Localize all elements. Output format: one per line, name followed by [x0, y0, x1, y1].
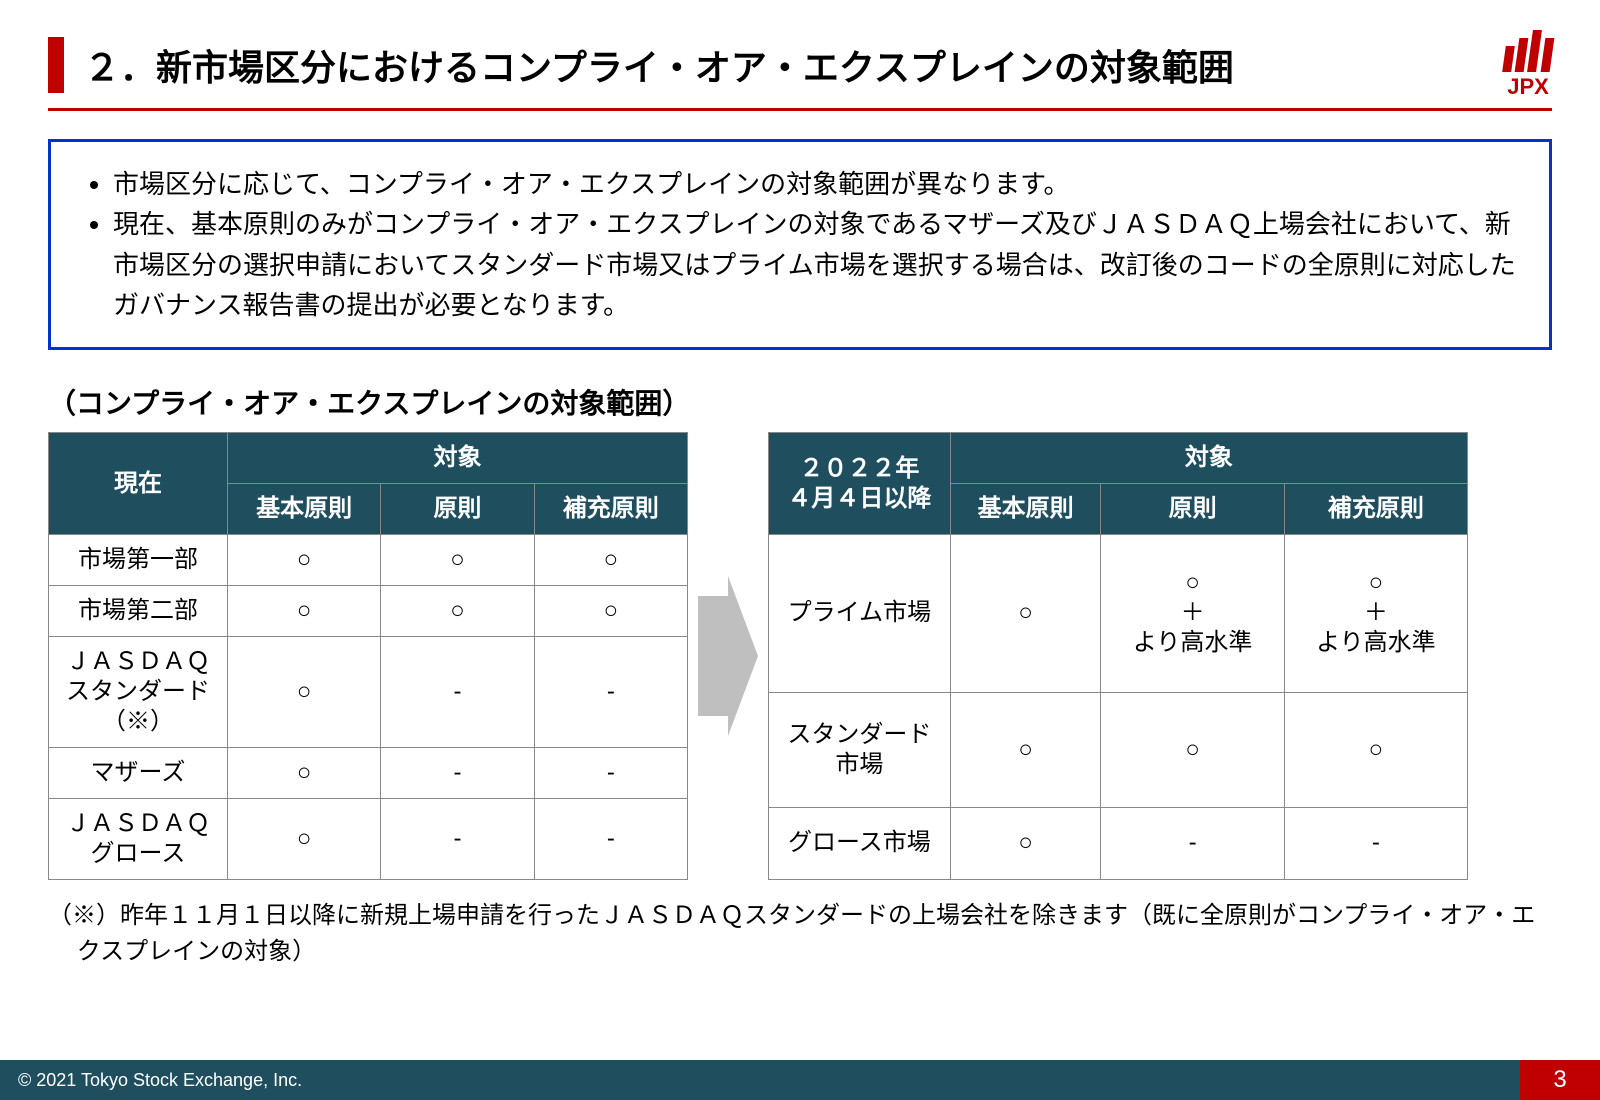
jpx-logo-bars-icon — [1504, 30, 1552, 72]
subheading: （コンプライ・オア・エクスプレインの対象範囲） — [48, 382, 1552, 422]
th-c2: 基本原則 — [950, 484, 1101, 535]
table-row: ＪＡＳＤＡＱ グロース○-- — [49, 799, 688, 880]
table-current: 現在 対象 基本原則 原則 補充原則 市場第一部○○○ 市場第二部○○○ ＪＡＳ… — [48, 432, 688, 880]
callout-box: 市場区分に応じて、コンプライ・オア・エクスプレインの対象範囲が異なります。 現在… — [48, 139, 1552, 350]
arrow-icon — [698, 432, 758, 880]
jpx-logo: JPX — [1504, 30, 1552, 100]
footnote: （※）昨年１１月１日以降に新規上場申請を行ったＪＡＳＤＡＱスタンダードの上場会社… — [48, 898, 1552, 970]
jpx-logo-text: JPX — [1507, 74, 1549, 100]
header-underline — [48, 108, 1552, 111]
table-future: ２０２２年 ４月４日以降 対象 基本原則 原則 補充原則 プライム市場○○ ＋ … — [768, 432, 1468, 880]
th-group: 対象 — [950, 433, 1467, 484]
th-col1: 現在 — [49, 433, 228, 535]
callout-bullet: 市場区分に応じて、コンプライ・オア・エクスプレインの対象範囲が異なります。 — [113, 164, 1519, 204]
table-row: 市場第二部○○○ — [49, 586, 688, 637]
header-row: ２．新市場区分におけるコンプライ・オア・エクスプレインの対象範囲 JPX — [48, 30, 1552, 100]
th-c3: 原則 — [381, 484, 534, 535]
table-row: スタンダード 市場○○○ — [769, 692, 1468, 807]
table-row: 市場第一部○○○ — [49, 535, 688, 586]
table-row: ＪＡＳＤＡＱ スタンダード （※）○-- — [49, 637, 688, 748]
th-c3: 原則 — [1101, 484, 1284, 535]
footer-copyright: © 2021 Tokyo Stock Exchange, Inc. — [0, 1060, 1520, 1100]
th-c2: 基本原則 — [227, 484, 380, 535]
tables-row: 現在 対象 基本原則 原則 補充原則 市場第一部○○○ 市場第二部○○○ ＪＡＳ… — [48, 432, 1552, 880]
table-row: マザーズ○-- — [49, 748, 688, 799]
page-title: ２．新市場区分におけるコンプライ・オア・エクスプレインの対象範囲 — [84, 39, 1504, 91]
th-group: 対象 — [227, 433, 687, 484]
callout-bullet: 現在、基本原則のみがコンプライ・オア・エクスプレインの対象であるマザーズ及びＪＡ… — [113, 204, 1519, 325]
page-number: 3 — [1520, 1060, 1600, 1100]
th-c4: 補充原則 — [1284, 484, 1467, 535]
th-col1: ２０２２年 ４月４日以降 — [769, 433, 951, 535]
table-row: グロース市場○-- — [769, 807, 1468, 879]
slide: ２．新市場区分におけるコンプライ・オア・エクスプレインの対象範囲 JPX 市場区… — [0, 0, 1600, 1100]
th-c4: 補充原則 — [534, 484, 687, 535]
title-accent-bar — [48, 37, 64, 93]
footer: © 2021 Tokyo Stock Exchange, Inc. 3 — [0, 1060, 1600, 1100]
table-row: プライム市場○○ ＋ より高水準○ ＋ より高水準 — [769, 535, 1468, 693]
